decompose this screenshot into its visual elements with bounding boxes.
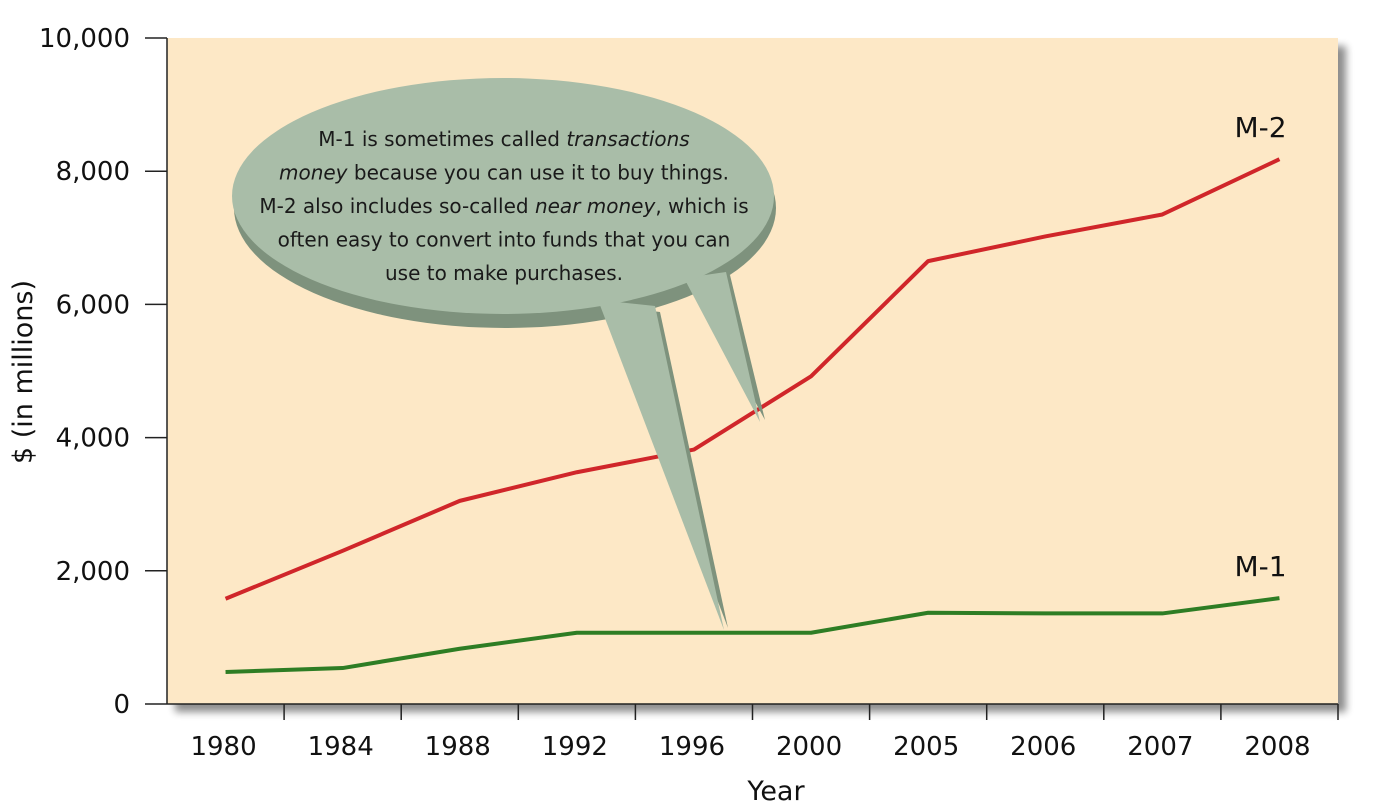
callout-text-line: use to make purchases.: [385, 261, 623, 285]
x-tick-label: 1980: [190, 732, 256, 762]
series-line-m-2: [224, 157, 1281, 601]
callout-text-line: often easy to convert into funds that yo…: [278, 228, 731, 252]
y-tick-label: 10,000: [39, 24, 130, 54]
x-tick-label: 1984: [308, 732, 374, 762]
x-tick-label: 2000: [776, 732, 842, 762]
callout-ellipse: [232, 78, 774, 314]
series-lines: M-2 M-1: [224, 111, 1287, 675]
callout-bubble: M-1 is sometimes called transactions mone…: [232, 78, 776, 630]
x-tick-label: 1988: [425, 732, 491, 762]
x-tick-label: 1992: [542, 732, 608, 762]
x-tick-label: 2008: [1244, 732, 1310, 762]
y-tick-label: 8,000: [56, 157, 130, 187]
y-tick-label: 0: [113, 690, 130, 720]
x-tick-label: 2006: [1010, 732, 1076, 762]
x-tick-label: 2007: [1127, 732, 1193, 762]
y-tick-label: 6,000: [56, 290, 130, 320]
callout-text-line: money because you can use it to buy thin…: [279, 161, 729, 185]
y-tick-label: 4,000: [56, 424, 130, 454]
callout-tail: [684, 272, 760, 422]
series-label-m-2: M-2: [1234, 111, 1286, 144]
x-axis-title: Year: [746, 776, 805, 807]
y-axis: 0 2,000 4,000 6,000 8,000 10,000: [39, 24, 168, 720]
series-line-m-1: [225, 596, 1280, 675]
y-tick-label: 2,000: [56, 557, 130, 587]
callout-tail: [598, 300, 724, 630]
x-tick-label: 2005: [893, 732, 959, 762]
callout-text-line: M-1 is sometimes called transactions: [318, 127, 689, 151]
x-axis: 1980 1984 1988 1992 1996 2000 2005 2006 2007 2008: [167, 703, 1339, 762]
x-tick-label: 1996: [659, 732, 725, 762]
y-axis-title: $ (in millions): [8, 280, 39, 464]
callout-text-line: M-2 also includes so-called near money, …: [259, 194, 748, 218]
series-label-m-1: M-1: [1234, 550, 1286, 583]
